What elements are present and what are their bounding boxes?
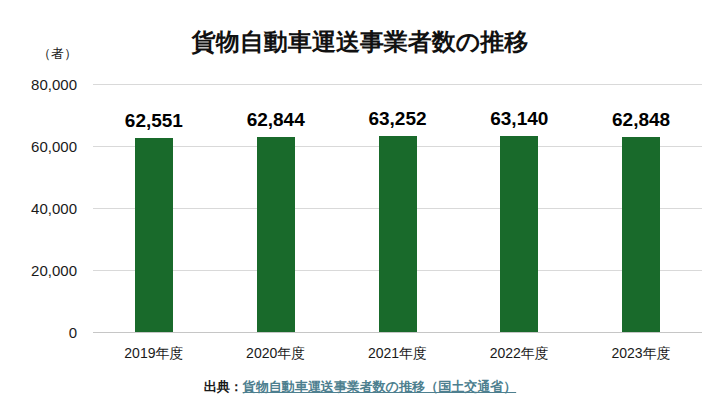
x-axis-category-label: 2020年度 bbox=[246, 345, 305, 363]
x-axis-category-label: 2023年度 bbox=[612, 345, 671, 363]
y-axis-tick-label: 80,000 bbox=[31, 76, 77, 93]
x-axis-category-label: 2019年度 bbox=[124, 345, 183, 363]
y-axis-tick-label: 60,000 bbox=[31, 138, 77, 155]
source-link[interactable]: 貨物自動車運送事業者数の推移（国土交通省） bbox=[243, 379, 516, 394]
plot-area: 020,00040,00060,00080,00062,5512019年度62,… bbox=[93, 84, 702, 332]
bar bbox=[622, 137, 660, 332]
source-caption: 出典：貨物自動車運送事業者数の推移（国土交通省） bbox=[0, 378, 720, 396]
bar-value-label: 63,252 bbox=[368, 108, 426, 130]
bar-value-label: 62,844 bbox=[247, 109, 305, 131]
bar bbox=[379, 136, 417, 332]
source-prefix: 出典： bbox=[204, 379, 243, 394]
x-axis-category-label: 2022年度 bbox=[490, 345, 549, 363]
bar bbox=[257, 137, 295, 332]
y-axis-unit-label: （者） bbox=[38, 45, 77, 63]
bar bbox=[135, 138, 173, 332]
bar-value-label: 62,848 bbox=[612, 109, 670, 131]
chart-canvas: 貨物自動車運送事業者数の推移 （者） 020,00040,00060,00080… bbox=[0, 0, 720, 405]
y-axis-tick-label: 20,000 bbox=[31, 262, 77, 279]
chart-title: 貨物自動車運送事業者数の推移 bbox=[0, 26, 720, 58]
y-axis-tick-label: 0 bbox=[69, 324, 77, 341]
bar-value-label: 62,551 bbox=[125, 110, 183, 132]
bar bbox=[500, 136, 538, 332]
gridline bbox=[93, 84, 702, 85]
y-axis-tick-label: 40,000 bbox=[31, 200, 77, 217]
x-axis-category-label: 2021年度 bbox=[368, 345, 427, 363]
bar-value-label: 63,140 bbox=[490, 108, 548, 130]
